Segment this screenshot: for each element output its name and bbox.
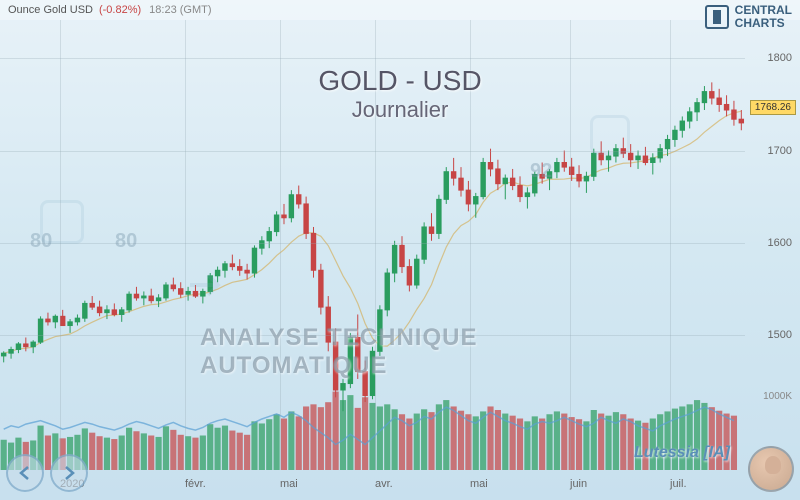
volume-axis-label: 1000K [763,391,792,402]
bg-number: 80 [30,230,52,253]
bg-decoration-icon [590,115,630,155]
y-tick-label: 1500 [768,329,792,341]
gridline [280,20,281,470]
y-axis: 1500 1600 1700 1800 1768.26 1000K [745,20,800,470]
bg-arrow-icon [180,260,230,315]
x-tick-label: juil. [670,478,687,490]
signature: Lutessia [IA] [634,444,730,462]
avatar-icon[interactable] [748,446,794,492]
x-tick-label: mai [280,478,298,490]
timestamp: 18:23 (GMT) [149,4,211,16]
bg-number: 92 [530,160,552,183]
gridline [0,243,745,244]
logo[interactable]: CENTRAL CHARTS [705,4,792,30]
watermark-text: ANALYSE TECHNIQUE AUTOMATIQUE [200,324,600,380]
next-button[interactable] [50,454,88,492]
title-main: GOLD - USD [318,65,481,97]
x-tick-label: avr. [375,478,393,490]
title-timeframe: Journalier [318,97,481,123]
logo-icon [705,5,729,29]
x-tick-label: juin [570,478,587,490]
x-axis: 2020févr.maiavr.maijuinjuil. [0,470,745,500]
current-price-tag: 1768.26 [750,100,796,115]
y-tick-label: 1800 [768,52,792,64]
x-tick-label: févr. [185,478,206,490]
logo-text: CENTRAL CHARTS [735,4,792,30]
gridline [570,20,571,470]
y-tick-label: 1600 [768,237,792,249]
gridline [0,58,745,59]
gridline [670,20,671,470]
y-tick-label: 1700 [768,145,792,157]
prev-button[interactable] [6,454,44,492]
chart-title: GOLD - USD Journalier [318,65,481,123]
gridline [0,151,745,152]
instrument-name: Ounce Gold USD [8,4,93,16]
bg-number: 80 [115,230,137,253]
gridline [185,20,186,470]
price-change: (-0.82%) [99,4,141,16]
header-bar: Ounce Gold USD (-0.82%) 18:23 (GMT) [0,0,800,20]
gridline [60,20,61,470]
x-tick-label: mai [470,478,488,490]
